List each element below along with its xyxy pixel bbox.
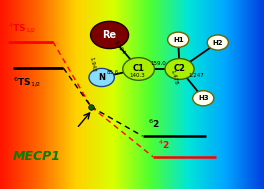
Text: C2: C2 xyxy=(173,64,186,74)
Text: C1: C1 xyxy=(133,64,145,74)
Circle shape xyxy=(207,35,228,50)
Text: H1: H1 xyxy=(173,37,183,43)
Circle shape xyxy=(89,68,114,87)
Text: $^6$2: $^6$2 xyxy=(148,118,160,130)
Text: MECP1: MECP1 xyxy=(13,150,61,163)
Text: H2: H2 xyxy=(213,40,223,46)
Text: 2.224: 2.224 xyxy=(113,40,126,56)
Text: 85.6: 85.6 xyxy=(107,70,119,75)
Text: Re: Re xyxy=(102,30,117,40)
Circle shape xyxy=(165,59,194,79)
Circle shape xyxy=(168,32,189,47)
Text: 159.0: 159.0 xyxy=(150,61,166,66)
Text: 1.247: 1.247 xyxy=(189,74,205,78)
Text: 1.478: 1.478 xyxy=(169,69,178,85)
Text: 1.943: 1.943 xyxy=(88,57,96,73)
Circle shape xyxy=(193,91,214,106)
Circle shape xyxy=(123,58,154,80)
Text: 140.3: 140.3 xyxy=(129,73,145,78)
Circle shape xyxy=(91,21,129,49)
Text: $^4$2: $^4$2 xyxy=(158,139,170,151)
Text: $^4$TS$_{1/2}$: $^4$TS$_{1/2}$ xyxy=(8,22,36,36)
Text: $^6$TS$_{1/2}$: $^6$TS$_{1/2}$ xyxy=(13,76,41,90)
Text: H3: H3 xyxy=(198,95,209,101)
Text: N: N xyxy=(98,73,105,82)
